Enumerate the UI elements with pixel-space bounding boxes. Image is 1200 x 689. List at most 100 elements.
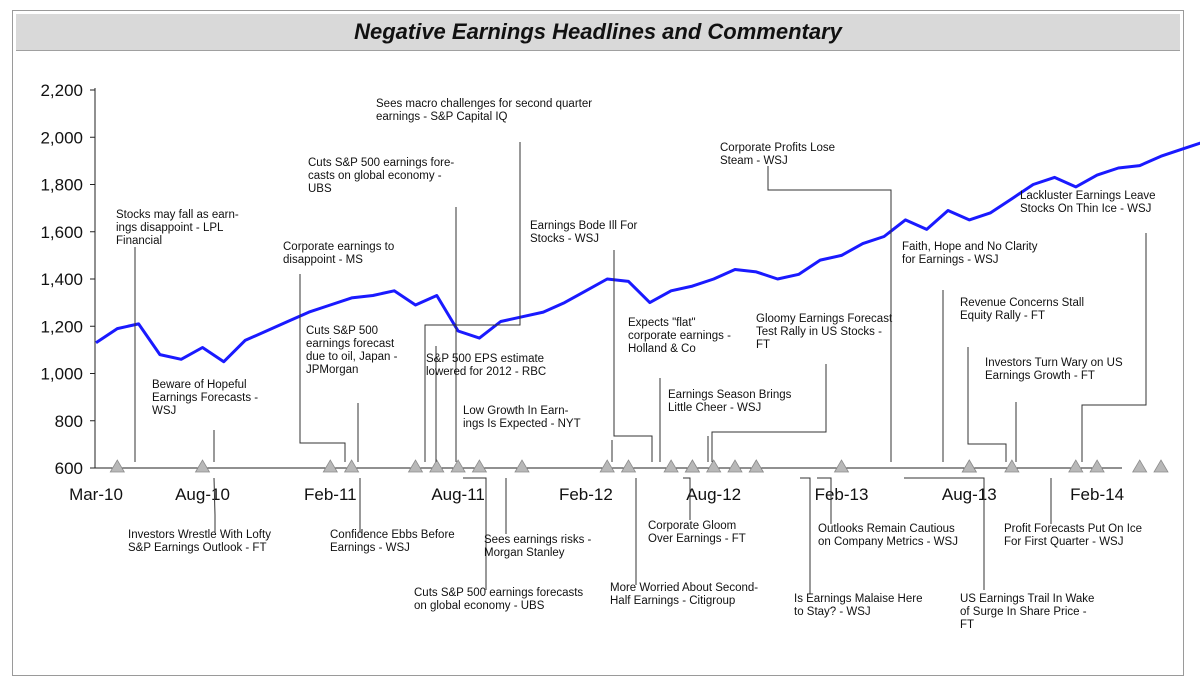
annotation-line: Cuts S&P 500 bbox=[306, 325, 378, 337]
chart-title: Negative Earnings Headlines and Commenta… bbox=[354, 19, 842, 44]
annotation-line: on global economy - UBS bbox=[414, 600, 545, 612]
annotation-text: Investors Wrestle With Lofty S&P Earnings… bbox=[128, 529, 271, 554]
annotation-leader bbox=[213, 477, 216, 532]
y-tick-label: 2,200 bbox=[40, 81, 83, 100]
annotation-line: to Stay? - WSJ bbox=[794, 606, 871, 618]
annotation-text: Earnings Season Brings Little Cheer - WSJ bbox=[668, 389, 792, 414]
y-tick-label: 1,000 bbox=[40, 365, 83, 384]
annotation-text: Stocks may fall as earn-ings disappoint … bbox=[116, 209, 239, 247]
annotation-line: Earnings Bode Ill For bbox=[530, 220, 638, 232]
annotation-text: Sees earnings risks -Morgan Stanley bbox=[484, 534, 592, 559]
annotation-line: Profit Forecasts Put On Ice bbox=[1004, 523, 1142, 535]
event-marker bbox=[684, 459, 701, 473]
x-tick-label: Feb-12 bbox=[559, 485, 613, 504]
annotation-line: S&P Earnings Outlook - FT bbox=[128, 542, 266, 554]
annotation-text: Faith, Hope and No Clarity for Earnings -… bbox=[902, 241, 1038, 266]
title-bar: Negative Earnings Headlines and Commenta… bbox=[16, 14, 1180, 51]
annotation-line: Lackluster Earnings Leave bbox=[1020, 190, 1156, 202]
annotation-line: of Surge In Share Price - bbox=[960, 606, 1087, 618]
annotation-text: Corporate Profits Lose Steam - WSJ bbox=[720, 142, 835, 167]
annotation-leader bbox=[904, 477, 985, 590]
annotation-text: Investors Turn Wary on US Earnings Growth… bbox=[985, 357, 1123, 382]
annotation-line: Revenue Concerns Stall bbox=[960, 297, 1084, 309]
y-tick-label: 1,400 bbox=[40, 270, 83, 289]
annotation-line: Earnings Growth - FT bbox=[985, 370, 1095, 382]
event-marker bbox=[727, 459, 743, 473]
annotation-line: More Worried About Second- bbox=[610, 582, 758, 594]
event-marker bbox=[1132, 459, 1148, 473]
event-marker bbox=[514, 459, 530, 473]
y-tick-label: 800 bbox=[55, 412, 83, 431]
event-marker bbox=[620, 459, 637, 473]
event-marker bbox=[1089, 459, 1105, 473]
event-marker bbox=[1068, 459, 1084, 473]
annotation-text: Beware of Hopeful Earnings Forecasts -WSJ bbox=[152, 379, 258, 417]
annotation-line: WSJ bbox=[152, 405, 176, 417]
annotation-text: More Worried About Second-Half Earnings … bbox=[610, 582, 758, 607]
annotation-line: Beware of Hopeful bbox=[152, 379, 247, 391]
annotation-line: Outlooks Remain Cautious bbox=[818, 523, 955, 535]
x-tick-label: Aug-10 bbox=[175, 485, 230, 504]
chart-frame bbox=[12, 10, 1184, 676]
annotation-line: Test Rally in US Stocks - bbox=[756, 326, 882, 338]
annotation-text: US Earnings Trail In Wake of Surge In Sha… bbox=[960, 593, 1094, 631]
annotation-line: corporate earnings - bbox=[628, 330, 731, 342]
annotation-line: Low Growth In Earn- bbox=[463, 405, 569, 417]
annotation-line: Earnings - WSJ bbox=[330, 542, 410, 554]
event-marker bbox=[450, 459, 466, 473]
annotation-line: ings Is Expected - NYT bbox=[463, 418, 581, 430]
annotation-line: Stocks may fall as earn- bbox=[116, 209, 239, 221]
annotation-line: Stocks On Thin Ice - WSJ bbox=[1020, 203, 1151, 215]
event-marker bbox=[194, 459, 211, 473]
event-marker bbox=[109, 459, 125, 473]
annotation-line: Investors Wrestle With Lofty bbox=[128, 529, 271, 541]
annotation-leader bbox=[767, 166, 892, 462]
y-tick-label: 1,600 bbox=[40, 223, 83, 242]
annotation-line: Holland & Co bbox=[628, 343, 696, 355]
x-tick-label: Feb-13 bbox=[815, 485, 869, 504]
annotation-text: Low Growth In Earn-ings Is Expected - NY… bbox=[463, 405, 581, 430]
annotation-line: S&P 500 EPS estimate bbox=[426, 353, 544, 365]
annotation-text: Cuts S&P 500 earnings fore-casts on glob… bbox=[308, 157, 454, 195]
annotation-text: Revenue Concerns Stall Equity Rally - FT bbox=[960, 297, 1084, 322]
series-line bbox=[95, 141, 1200, 364]
event-marker bbox=[1153, 459, 1169, 473]
annotation-text: Outlooks Remain Cautious on Company Metri… bbox=[818, 523, 958, 548]
annotation-line: Investors Turn Wary on US bbox=[985, 357, 1123, 369]
event-marker bbox=[471, 459, 488, 473]
annotation-line: Morgan Stanley bbox=[484, 547, 565, 559]
annotation-leader bbox=[967, 347, 1007, 462]
annotation-line: casts on global economy - bbox=[308, 170, 442, 182]
annotation-line: Sees earnings risks - bbox=[484, 534, 592, 546]
x-tick-label: Mar-10 bbox=[69, 485, 123, 504]
annotation-text: Profit Forecasts Put On Ice For First Qua… bbox=[1004, 523, 1142, 548]
annotation-line: US Earnings Trail In Wake bbox=[960, 593, 1094, 605]
annotation-line: Earnings Season Brings bbox=[668, 389, 792, 401]
annotation-line: Corporate earnings to bbox=[283, 241, 394, 253]
annotation-line: Equity Rally - FT bbox=[960, 310, 1045, 322]
annotation-line: Half Earnings - Citigroup bbox=[610, 595, 735, 607]
annotation-line: Little Cheer - WSJ bbox=[668, 402, 761, 414]
annotation-leader bbox=[463, 477, 487, 590]
annotation-line: ings disappoint - LPL bbox=[116, 222, 224, 234]
annotation-leader bbox=[424, 142, 521, 462]
annotation-text: Expects "flat" corporate earnings -Hollan… bbox=[628, 317, 731, 355]
event-marker bbox=[343, 459, 360, 473]
annotation-line: For First Quarter - WSJ bbox=[1004, 536, 1123, 548]
annotation-text: Sees macro challenges for second quarter… bbox=[376, 98, 592, 123]
annotation-leader bbox=[817, 477, 832, 524]
annotation-line: Gloomy Earnings Forecast bbox=[756, 313, 893, 325]
annotation-line: FT bbox=[756, 339, 770, 351]
event-marker bbox=[407, 459, 424, 473]
annotation-line: Sees macro challenges for second quarter bbox=[376, 98, 592, 110]
x-tick-label: Aug-12 bbox=[686, 485, 741, 504]
annotation-line: on Company Metrics - WSJ bbox=[818, 536, 958, 548]
y-tick-label: 1,200 bbox=[40, 317, 83, 336]
annotation-line: Steam - WSJ bbox=[720, 155, 788, 167]
x-tick-label: Aug-13 bbox=[942, 485, 997, 504]
annotation-leader bbox=[613, 250, 653, 462]
annotation-line: for Earnings - WSJ bbox=[902, 254, 999, 266]
event-marker bbox=[961, 459, 977, 473]
annotation-text: Lackluster Earnings Leave Stocks On Thin … bbox=[1020, 190, 1156, 215]
